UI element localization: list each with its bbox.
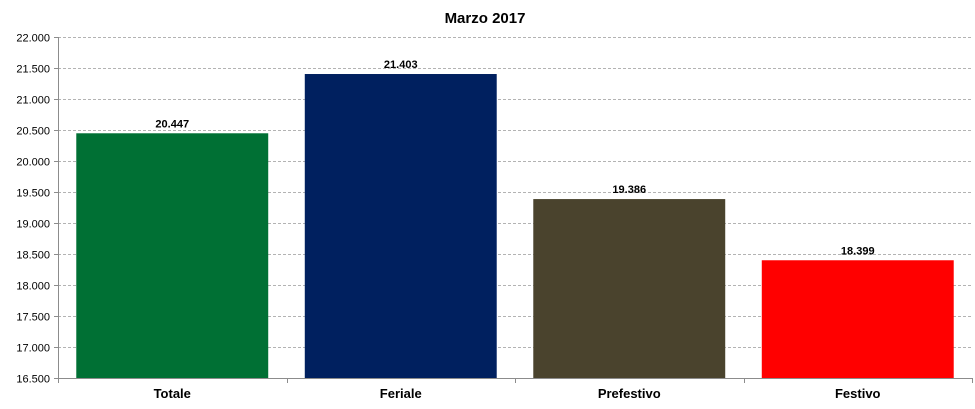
y-tick-label: 20.000 [16,157,50,169]
labels: 16.500 17.000 17.500 18.000 18.500 19.000 19.5… [16,33,880,402]
bars [76,74,954,378]
x-tick-label: Totale [154,386,191,401]
chart-title: Marzo 2017 [445,10,526,27]
y-tick-label: 18.500 [16,250,50,262]
y-tick-label: 21.000 [16,95,50,107]
data-label: 20.447 [155,118,189,130]
y-tick-label: 19.500 [16,188,50,200]
y-tick-label: 22.000 [16,33,50,45]
axes [54,37,973,383]
x-tick-label: Feriale [380,386,422,401]
y-tick-label: 19.000 [16,219,50,231]
y-tick-label: 18.000 [16,281,50,293]
data-label: 21.403 [384,59,418,71]
y-tick-label: 20.500 [16,126,50,138]
y-tick-label: 17.500 [16,312,50,324]
x-tick-label: Prefestivo [598,386,661,401]
bar [304,74,497,378]
data-label: 18.399 [841,245,875,257]
y-tick-label: 21.500 [16,64,50,76]
y-tick-label: 17.000 [16,343,50,355]
bar [533,199,726,378]
bar [76,133,269,378]
y-tick-label: 16.500 [16,374,50,386]
x-tick-label: Festivo [835,386,881,401]
data-label: 19.386 [612,184,646,196]
bar [761,260,954,378]
